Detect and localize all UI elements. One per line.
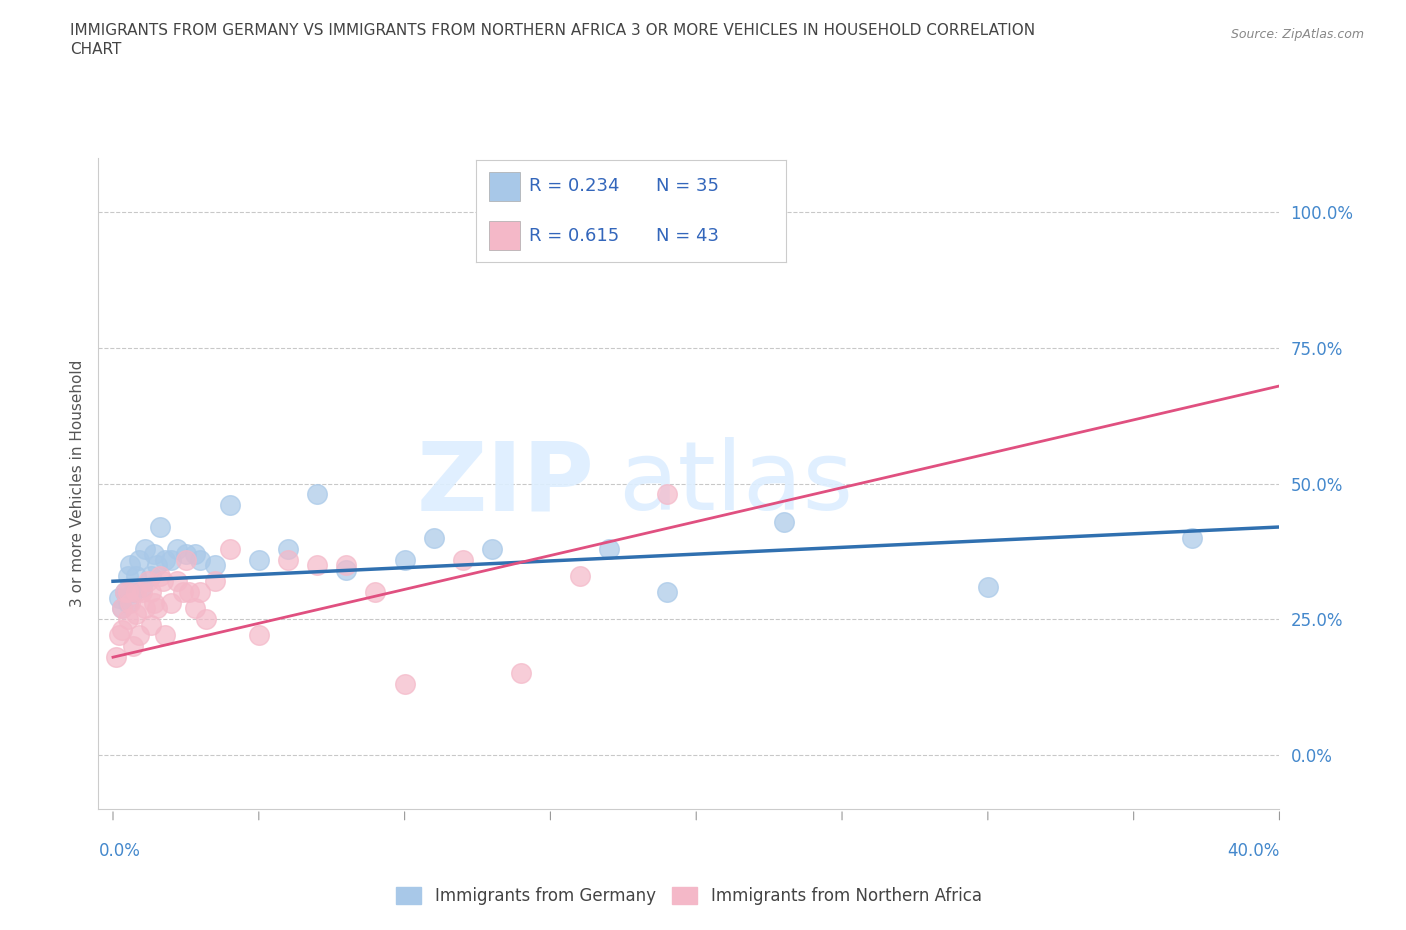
Point <box>149 520 172 535</box>
Point <box>128 552 150 567</box>
Point <box>183 601 205 616</box>
Point <box>174 547 197 562</box>
Point <box>155 628 177 643</box>
Point <box>139 585 162 600</box>
Point <box>335 563 357 578</box>
Text: N = 43: N = 43 <box>655 227 718 245</box>
Text: CHART: CHART <box>70 42 122 57</box>
Point <box>190 552 212 567</box>
Point <box>977 579 1000 594</box>
Point <box>111 601 134 616</box>
Point <box>142 547 165 562</box>
Point <box>204 574 226 589</box>
Text: R = 0.234: R = 0.234 <box>529 177 620 195</box>
Point <box>111 601 134 616</box>
Point <box>204 557 226 572</box>
Point <box>335 557 357 572</box>
Point <box>117 595 139 610</box>
Point <box>125 568 148 583</box>
Point <box>134 541 156 556</box>
Point <box>122 639 145 654</box>
Point <box>128 628 150 643</box>
Point <box>218 541 240 556</box>
Point <box>111 623 134 638</box>
Point <box>142 595 165 610</box>
Point <box>145 601 167 616</box>
Point <box>120 557 142 572</box>
Point <box>114 585 136 600</box>
Point <box>568 568 591 583</box>
Point <box>160 595 183 610</box>
Point <box>247 552 270 567</box>
Point <box>166 541 188 556</box>
FancyBboxPatch shape <box>489 221 520 250</box>
Point <box>481 541 503 556</box>
Point <box>364 585 387 600</box>
Point <box>247 628 270 643</box>
Point <box>136 574 159 589</box>
Point <box>195 612 218 627</box>
Point <box>134 601 156 616</box>
Point <box>122 585 145 600</box>
Text: atlas: atlas <box>619 437 853 530</box>
Point <box>277 552 299 567</box>
Point <box>117 612 139 627</box>
Point <box>183 547 205 562</box>
Point <box>174 552 197 567</box>
Text: N = 35: N = 35 <box>655 177 718 195</box>
Point <box>160 552 183 567</box>
Y-axis label: 3 or more Vehicles in Household: 3 or more Vehicles in Household <box>69 360 84 607</box>
Text: 0.0%: 0.0% <box>98 842 141 860</box>
Point <box>149 568 172 583</box>
Text: R = 0.615: R = 0.615 <box>529 227 619 245</box>
Point <box>307 487 329 502</box>
Point <box>120 595 142 610</box>
Point <box>423 530 446 545</box>
Text: 40.0%: 40.0% <box>1227 842 1279 860</box>
Point <box>394 552 416 567</box>
Point <box>139 568 162 583</box>
Point <box>190 585 212 600</box>
Point <box>451 552 474 567</box>
Text: ZIP: ZIP <box>416 437 595 530</box>
FancyBboxPatch shape <box>489 172 520 201</box>
Legend: Immigrants from Germany, Immigrants from Northern Africa: Immigrants from Germany, Immigrants from… <box>389 880 988 911</box>
Point <box>166 574 188 589</box>
Point <box>108 628 131 643</box>
Point <box>152 574 174 589</box>
Point <box>177 585 200 600</box>
Point <box>114 585 136 600</box>
Point <box>394 677 416 692</box>
Point <box>155 552 177 567</box>
Point <box>307 557 329 572</box>
Point <box>772 514 794 529</box>
Point <box>139 618 162 632</box>
Point <box>125 585 148 600</box>
Point <box>125 606 148 621</box>
Point <box>104 650 127 665</box>
Point <box>510 666 533 681</box>
Point <box>277 541 299 556</box>
Point <box>117 568 139 583</box>
Point <box>218 498 240 512</box>
Point <box>655 487 678 502</box>
Point <box>145 557 167 572</box>
Point <box>131 585 153 600</box>
Point <box>1181 530 1204 545</box>
Text: IMMIGRANTS FROM GERMANY VS IMMIGRANTS FROM NORTHERN AFRICA 3 OR MORE VEHICLES IN: IMMIGRANTS FROM GERMANY VS IMMIGRANTS FR… <box>70 23 1035 38</box>
Point <box>655 585 678 600</box>
Point <box>598 541 620 556</box>
Point <box>131 579 153 594</box>
Point <box>108 591 131 605</box>
Point <box>172 585 194 600</box>
Text: Source: ZipAtlas.com: Source: ZipAtlas.com <box>1230 28 1364 41</box>
Point <box>744 243 766 258</box>
Point <box>117 585 139 600</box>
